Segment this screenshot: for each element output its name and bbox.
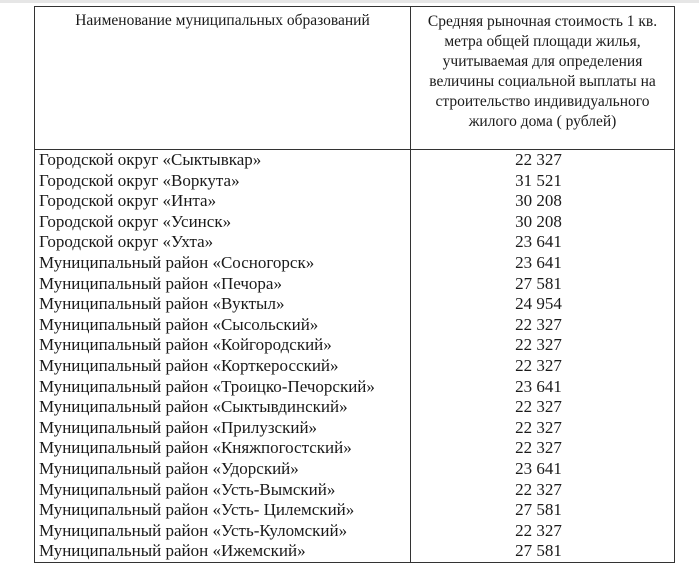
cost-value: 24 954 <box>410 294 675 315</box>
table-row: Муниципальный район «Усть-Куломский» 22 3… <box>34 520 675 542</box>
municipality-name: Муниципальный район «Сыктывдинский» <box>34 397 411 418</box>
cost-value: 30 208 <box>410 211 675 233</box>
table-row: Муниципальный район «Прилузский» 22 327 <box>34 417 675 439</box>
table-row: Муниципальный район «Сыктывдинский» 22 32… <box>34 397 675 418</box>
table-row: Муниципальный район «Усть-Вымский» 22 327 <box>34 479 675 501</box>
table-row: Муниципальный район «Ижемский» 27 581 <box>34 541 675 563</box>
header-row: Наименование муниципальных образований С… <box>34 6 675 150</box>
cost-value: 30 208 <box>410 191 675 212</box>
table-row: Муниципальный район «Сосногорск» 23 641 <box>34 252 675 274</box>
table-row: Городской округ «Инта» 30 208 <box>34 191 675 212</box>
cost-value: 27 581 <box>410 273 675 295</box>
header-municipality: Наименование муниципальных образований <box>34 6 411 150</box>
table-row: Муниципальный район «Корткеросский» 22 32… <box>34 355 675 377</box>
table-row: Муниципальный район «Койгородский» 22 327 <box>34 335 675 356</box>
cost-value: 22 327 <box>410 149 675 171</box>
housing-cost-table: Наименование муниципальных образований С… <box>34 6 675 563</box>
municipality-name: Муниципальный район «Сысольский» <box>34 314 411 336</box>
scan-edge <box>0 0 699 3</box>
municipality-name: Городской округ «Ухта» <box>34 232 411 253</box>
table-row: Муниципальный район «Вуктыл» 24 954 <box>34 294 675 315</box>
municipality-name: Муниципальный район «Корткеросский» <box>34 355 411 377</box>
cost-value: 22 327 <box>410 335 675 356</box>
municipality-name: Муниципальный район «Усть-Куломский» <box>34 520 411 542</box>
cost-value: 27 581 <box>410 541 675 563</box>
municipality-name: Муниципальный район «Сосногорск» <box>34 252 411 274</box>
cost-value: 22 327 <box>410 417 675 439</box>
municipality-name: Муниципальный район «Койгородский» <box>34 335 411 356</box>
municipality-name: Муниципальный район «Усть- Цилемский» <box>34 500 411 521</box>
cost-value: 22 327 <box>410 479 675 501</box>
table-row: Городской округ «Ухта» 23 641 <box>34 232 675 253</box>
table-row: Муниципальный район «Сысольский» 22 327 <box>34 314 675 336</box>
cost-value: 22 327 <box>410 355 675 377</box>
municipality-name: Муниципальный район «Троицко-Печорский» <box>34 376 411 398</box>
table-row: Муниципальный район «Троицко-Печорский» 2… <box>34 376 675 398</box>
table-row: Городской округ «Сыктывкар» 22 327 <box>34 149 675 171</box>
cost-value: 22 327 <box>410 520 675 542</box>
table-row: Муниципальный район «Печора» 27 581 <box>34 273 675 295</box>
municipality-name: Городской округ «Воркута» <box>34 170 411 192</box>
cost-value: 23 641 <box>410 252 675 274</box>
cost-value: 31 521 <box>410 170 675 192</box>
header-cost: Средняя рыночная стоимость 1 кв. метра о… <box>410 6 675 150</box>
cost-value: 23 641 <box>410 232 675 253</box>
municipality-name: Муниципальный район «Печора» <box>34 273 411 295</box>
cost-value: 22 327 <box>410 397 675 418</box>
municipality-name: Городской округ «Сыктывкар» <box>34 149 411 171</box>
municipality-name: Муниципальный район «Удорский» <box>34 458 411 480</box>
municipality-name: Городской округ «Усинск» <box>34 211 411 233</box>
municipality-name: Муниципальный район «Прилузский» <box>34 417 411 439</box>
cost-value: 27 581 <box>410 500 675 521</box>
municipality-name: Муниципальный район «Княжпогостский» <box>34 438 411 459</box>
table-row: Муниципальный район «Усть- Цилемский» 27 … <box>34 500 675 521</box>
table-row: Городской округ «Усинск» 30 208 <box>34 211 675 233</box>
table-row: Муниципальный район «Княжпогостский» 22 3… <box>34 438 675 459</box>
cost-value: 23 641 <box>410 458 675 480</box>
municipality-name: Городской округ «Инта» <box>34 191 411 212</box>
table-row: Городской округ «Воркута» 31 521 <box>34 170 675 192</box>
municipality-name: Муниципальный район «Ижемский» <box>34 541 411 563</box>
cost-value: 22 327 <box>410 314 675 336</box>
cost-value: 22 327 <box>410 438 675 459</box>
municipality-name: Муниципальный район «Вуктыл» <box>34 294 411 315</box>
municipality-name: Муниципальный район «Усть-Вымский» <box>34 479 411 501</box>
table-row: Муниципальный район «Удорский» 23 641 <box>34 458 675 480</box>
cost-value: 23 641 <box>410 376 675 398</box>
